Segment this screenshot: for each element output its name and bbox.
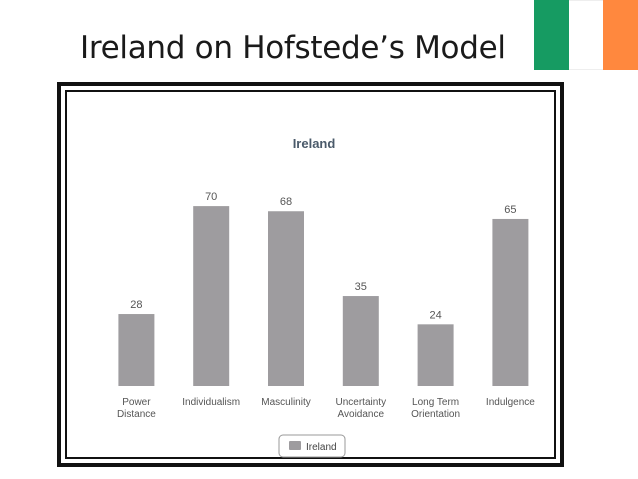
ireland-flag-icon (534, 0, 638, 70)
flag-orange-stripe (603, 0, 638, 70)
x-tick-label-line: Power (122, 397, 151, 408)
x-tick-label: Individualism (182, 397, 240, 408)
x-tick-label-line: Masculinity (261, 397, 310, 408)
bar-individualism[interactable] (193, 206, 230, 386)
chart-legend[interactable]: Ireland (278, 434, 346, 458)
legend-label: Ireland (306, 442, 337, 453)
legend-box (278, 434, 346, 458)
x-tick-label-line: Indulgence (486, 397, 535, 408)
chart-title: Ireland (293, 136, 336, 151)
chart-frame-inner: Ireland 28 Power Distance 70 Individualism 68… (65, 90, 556, 459)
x-tick-label: Indulgence (486, 397, 535, 408)
x-tick-label-line: Uncertainty (336, 397, 387, 408)
flag-white-stripe (568, 0, 604, 70)
data-label: 70 (205, 191, 217, 203)
x-tick-label-line: Long Term (412, 397, 459, 408)
bar-chart: Ireland 28 Power Distance 70 Individualism 68… (117, 136, 535, 458)
x-tick-label-line: Individualism (182, 397, 240, 408)
x-tick-label-line: Avoidance (338, 409, 385, 420)
bar-long-term-orientation[interactable] (417, 324, 454, 386)
data-label: 68 (280, 196, 292, 208)
x-tick-label-line: Orientation (411, 409, 460, 420)
data-label: 65 (504, 204, 516, 216)
bars-group: 28 Power Distance 70 Individualism 68 Masculin… (117, 191, 535, 420)
x-tick-label: Long Term Orientation (411, 397, 460, 420)
x-tick-label: Power Distance (117, 397, 156, 420)
chart-frame: Ireland 28 Power Distance 70 Individualism 68… (57, 82, 564, 467)
x-tick-label: Masculinity (261, 397, 310, 408)
bar-uncertainty-avoidance[interactable] (342, 296, 379, 386)
data-label: 24 (429, 309, 441, 321)
flag-green-stripe (534, 0, 569, 70)
bar-indulgence[interactable] (492, 218, 529, 386)
bar-masculinity[interactable] (268, 211, 304, 386)
data-label: 28 (130, 299, 142, 311)
legend-swatch (289, 441, 301, 450)
data-label: 35 (355, 281, 367, 293)
slide-title: Ireland on Hofstede’s Model (80, 30, 506, 66)
x-tick-label-line: Distance (117, 409, 156, 420)
x-tick-label: Uncertainty Avoidance (336, 397, 387, 420)
bar-power-distance[interactable] (118, 314, 155, 386)
